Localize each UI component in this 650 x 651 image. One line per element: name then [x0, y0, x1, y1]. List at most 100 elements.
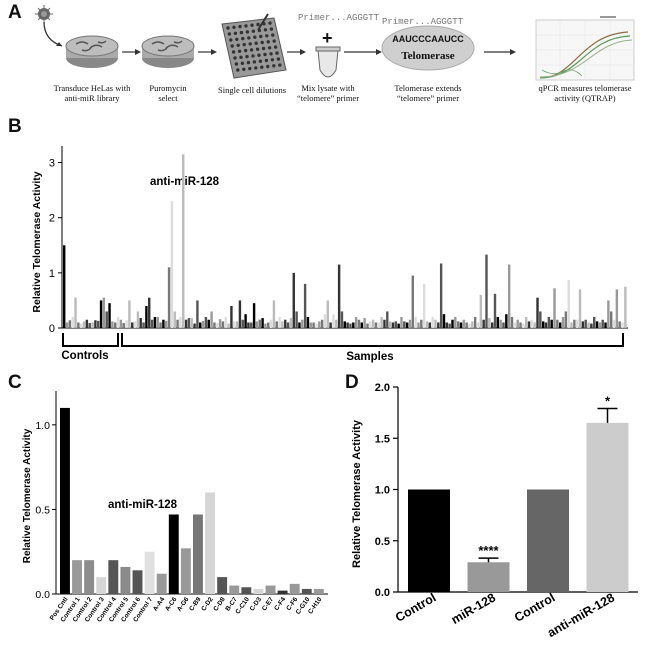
chart-c-xtick-label: C-B9 [188, 596, 203, 613]
plus-icon: + [322, 28, 333, 48]
chart-b-bar [94, 320, 97, 328]
chart-b-bar [567, 280, 570, 328]
chart-b-bar [187, 318, 191, 328]
chart-b-bar [394, 321, 398, 328]
chart-b-bar [371, 319, 375, 328]
chart-c-bar [277, 590, 288, 594]
chart-b-bar [306, 316, 310, 328]
chart-c-bar [265, 585, 276, 594]
chart-b-bar [114, 322, 117, 328]
chart-b-bracket-controls [62, 333, 119, 347]
chart-b-bar [354, 316, 358, 328]
chart-b-bar [524, 316, 528, 328]
chart-b-bar [235, 321, 239, 328]
chart-b-bar [408, 319, 412, 328]
chart-d-ytick-label: 0.5 [375, 536, 390, 548]
chart-c-xtick-label: C-C10 [234, 596, 251, 616]
virus-icon [35, 5, 63, 47]
chart-b-bar [241, 319, 244, 328]
chart-b-bar [142, 322, 145, 328]
chart-c-bar [108, 560, 119, 594]
chart-d-significance: * [605, 394, 611, 409]
chart-b-bar [377, 322, 381, 328]
chart-b-bar [561, 316, 565, 328]
chart-d-ytick-label: 1.0 [375, 485, 390, 497]
chart-b-bar [227, 323, 230, 328]
primer-label: Primer...AGGGTT [298, 13, 380, 23]
chart-c-xtick-label: C-H10 [307, 596, 324, 616]
chart-b-bar [488, 318, 491, 328]
chart-d-bar [527, 489, 569, 592]
step2-caption: Puromycin select [149, 83, 187, 103]
chart-b-bar [578, 289, 582, 328]
chart-b-ylabel: Relative Telomerase Activity [31, 171, 43, 312]
step3-caption: Single cell dilutions [218, 85, 286, 95]
chart-b-bar [286, 322, 290, 328]
chart-b-bar [581, 321, 585, 328]
chart-b-bar [68, 320, 72, 328]
step5-caption: Telomerase extends “telomere” primer [394, 83, 462, 103]
chart-b-bracket-samples [121, 333, 624, 347]
chart-b-bar [575, 319, 579, 328]
chart-b-bar [550, 319, 553, 328]
chart-b-bar [417, 322, 420, 328]
chart-d-xtick-label: miR-128 [449, 590, 498, 626]
chart-b-bar [150, 319, 154, 328]
chart-b-bar [558, 322, 562, 328]
chart-b-bar [386, 311, 389, 328]
telomerase-label: Telomerase [401, 50, 454, 62]
chart-b-bar [612, 319, 616, 328]
chart-b-bar [122, 323, 125, 328]
chart-b-bar [598, 322, 602, 328]
chart-b-bar [391, 322, 395, 328]
petri-dish-icon [141, 35, 195, 68]
chart-b-bar [131, 322, 134, 328]
chart-b-bar [173, 311, 176, 328]
chart-b-bar [289, 318, 293, 328]
chart-b-bar [499, 319, 502, 328]
chart-b-bar [301, 319, 304, 328]
chart-b-bar [258, 319, 261, 328]
chart-b-bar [207, 319, 210, 328]
chart-b-bar [352, 322, 355, 328]
tube-icon [315, 46, 341, 78]
chart-b-bar [343, 321, 346, 328]
step6-caption: qPCR measures telomerase activity (QTRAP) [538, 83, 632, 103]
chart-b-bar [479, 294, 483, 328]
workflow-diagram: Primer...AGGGTT + Primer...AGGGTT AAUCCC… [35, 5, 635, 81]
chart-b-bar [269, 319, 273, 328]
chart-b-bar [329, 322, 332, 328]
chart-b-bar [182, 154, 185, 328]
chart-b-bar [148, 297, 151, 328]
chart-c-ylabel: Relative Telomerase Activity [22, 428, 33, 563]
chart-b-bar [369, 321, 372, 328]
chart-b-bar [502, 322, 505, 328]
qpcr-plot-icon [535, 16, 635, 81]
chart-b-bar [65, 322, 69, 328]
chart-c-bar [144, 551, 155, 594]
chart-c-bar [96, 577, 107, 594]
chart-b-bar [522, 323, 525, 328]
chart-b-bar [439, 263, 443, 328]
chart-b-bar [380, 316, 383, 328]
chart-b-bar [425, 321, 429, 328]
chart-b-bar [139, 318, 142, 328]
chart-b-bar [295, 311, 298, 328]
chart-b-bar [224, 316, 227, 328]
chart-b-bar [363, 318, 366, 328]
chart-b-bar [601, 319, 604, 328]
chart-d-xtick-label: Control [512, 590, 557, 624]
chart-b-bar [196, 300, 199, 328]
chart-d-significance: **** [478, 543, 499, 558]
chart-b-bar [176, 319, 179, 328]
chart-b-bar [156, 316, 159, 328]
chart-b-ytick-label: 1 [49, 268, 55, 280]
chart-b-ytick-label: 2 [49, 213, 55, 225]
chart-b-bar [323, 314, 327, 328]
chart-b-bar [238, 300, 242, 328]
chart-c-bar [156, 573, 167, 594]
chart-b-bar [541, 321, 545, 328]
chart-d: Relative Telomerase Activity 0.0 0.5 1.0 1.… [351, 382, 638, 640]
chart-c-bar [60, 407, 70, 594]
chart-d-xtick-label: anti-miR-128 [545, 590, 617, 640]
